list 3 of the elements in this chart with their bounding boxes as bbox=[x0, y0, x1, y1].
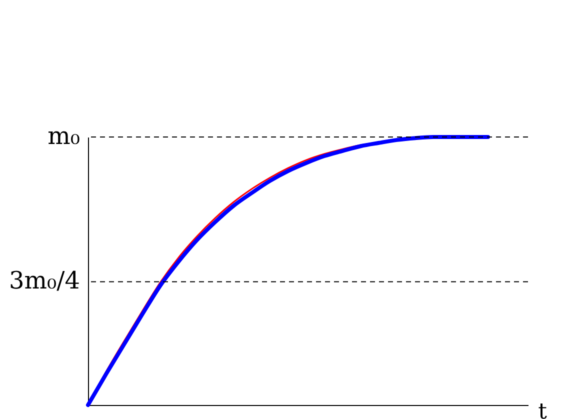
ref-line-label: m₀ bbox=[48, 122, 80, 150]
ref-line-label: 3m₀/4 bbox=[8, 266, 80, 295]
x-axis-title: t bbox=[538, 400, 548, 419]
